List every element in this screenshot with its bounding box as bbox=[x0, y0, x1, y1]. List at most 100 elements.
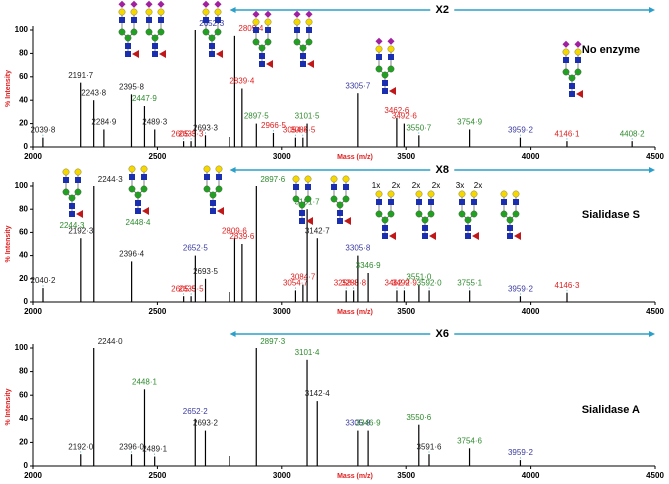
glycan-glcnac bbox=[471, 199, 477, 205]
glycan-icon bbox=[562, 40, 583, 98]
glycan-glcnac bbox=[388, 54, 394, 60]
glycan-hexose bbox=[387, 45, 395, 53]
peak-label: 2809·4 bbox=[238, 24, 263, 33]
glycan-hexose bbox=[342, 175, 350, 183]
glycan-glcnac bbox=[129, 174, 135, 180]
y-tick-label: 40 bbox=[19, 414, 28, 423]
glycan-hexose bbox=[252, 18, 260, 26]
glycan-glcnac bbox=[63, 177, 69, 183]
y-tick-label: 20 bbox=[19, 274, 28, 283]
glycan-sialic bbox=[157, 0, 165, 8]
glycan-icon bbox=[293, 10, 314, 68]
glycan-glcnac bbox=[152, 43, 158, 49]
glycan-glcnac bbox=[141, 174, 147, 180]
glycan-hexose bbox=[464, 216, 472, 224]
glycan-hexose bbox=[562, 68, 570, 76]
glycan-glcnac bbox=[210, 200, 216, 206]
glycan-hexose bbox=[381, 216, 389, 224]
glycan-sialic bbox=[264, 10, 272, 18]
glycan-glcnac bbox=[416, 199, 422, 205]
glycan-glcnac bbox=[216, 174, 222, 180]
y-tick-label: 80 bbox=[19, 367, 28, 376]
glycan-hexose bbox=[381, 71, 389, 79]
glycan-glcnac bbox=[300, 53, 306, 59]
glycan-note: 1x bbox=[372, 181, 380, 190]
peak-label: 3551·0 bbox=[406, 273, 431, 282]
glycan-fucose bbox=[306, 217, 313, 225]
peak-label: 2191·7 bbox=[68, 71, 93, 80]
y-tick-label: 0 bbox=[24, 461, 29, 470]
glycan-sialic bbox=[118, 0, 126, 8]
glycan-label: 2244·3 bbox=[60, 221, 85, 230]
glycan-glcnac bbox=[306, 27, 312, 33]
glycan-sialic bbox=[562, 40, 570, 48]
glycan-glcnac bbox=[209, 43, 215, 49]
glycan-hexose bbox=[202, 8, 210, 16]
glycan-fucose bbox=[514, 232, 521, 240]
glycan-fucose bbox=[132, 50, 139, 58]
x-tick-label: 4500 bbox=[646, 471, 664, 480]
glycan-icon bbox=[500, 190, 521, 240]
peak-label: 2839·4 bbox=[229, 77, 254, 86]
glycan-hexose bbox=[128, 165, 136, 173]
glycan-hexose bbox=[574, 68, 582, 76]
glycan-hexose bbox=[415, 210, 423, 218]
zoom-label: X6 bbox=[436, 328, 449, 340]
y-tick-label: 100 bbox=[15, 181, 29, 190]
glycan-hexose bbox=[500, 190, 508, 198]
glycan-glcnac bbox=[422, 225, 428, 231]
glycan-hexose bbox=[375, 65, 383, 73]
glycan-hexose bbox=[145, 8, 153, 16]
peak-label: 2897·5 bbox=[244, 112, 269, 121]
peak-label: 2635·5 bbox=[179, 284, 204, 293]
glycan-hexose bbox=[258, 44, 266, 52]
peak-label: 3084·7 bbox=[290, 273, 315, 282]
glycan-note: 2x bbox=[392, 181, 400, 190]
peak-label: 4146·1 bbox=[554, 129, 579, 138]
x-tick-label: 2500 bbox=[149, 152, 167, 161]
y-tick-label: 40 bbox=[19, 95, 28, 104]
peak-label: 2693·5 bbox=[193, 267, 218, 276]
glycan-glcnac bbox=[382, 233, 388, 239]
y-tick-label: 60 bbox=[19, 72, 28, 81]
x-axis-label: Mass (m/z) bbox=[337, 473, 373, 480]
glycan-glcnac bbox=[294, 27, 300, 33]
peak-label: 3462·9 bbox=[385, 279, 410, 288]
y-axis-label: % Intensity bbox=[5, 225, 12, 262]
glycan-hexose bbox=[130, 8, 138, 16]
glycan-glcnac bbox=[300, 61, 306, 67]
peak-label: 3258·8 bbox=[334, 279, 359, 288]
glycan-glcnac bbox=[299, 210, 305, 216]
glycan-glcnac bbox=[501, 199, 507, 205]
glycan-hexose bbox=[292, 175, 300, 183]
y-axis-label: % Intensity bbox=[5, 70, 12, 107]
glycan-icon bbox=[118, 0, 139, 58]
peak-label: 2244·3 bbox=[98, 175, 123, 184]
peak-label: 3084·5 bbox=[290, 126, 315, 135]
glycan-icon bbox=[330, 175, 351, 225]
glycan-hexose bbox=[330, 175, 338, 183]
peak-label: 2192·0 bbox=[68, 442, 93, 451]
peak-label: 3754·6 bbox=[457, 436, 482, 445]
panel-title: Sialidase A bbox=[582, 404, 640, 416]
glycan-hexose bbox=[427, 190, 435, 198]
glycan-hexose bbox=[387, 190, 395, 198]
glycan-fucose bbox=[389, 87, 396, 95]
glycan-glcnac bbox=[465, 225, 471, 231]
zoom-label-bg bbox=[430, 327, 455, 341]
peak-label: 2192·3 bbox=[68, 226, 93, 235]
glycan-fucose bbox=[429, 232, 436, 240]
glycan-hexose bbox=[330, 195, 338, 203]
glycan-hexose bbox=[145, 28, 153, 36]
x-tick-label: 2500 bbox=[149, 307, 167, 316]
peak-label: 2605·5 bbox=[171, 284, 196, 293]
glycan-glcnac bbox=[459, 199, 465, 205]
y-tick-label: 0 bbox=[24, 297, 29, 306]
glycan-hexose bbox=[458, 210, 466, 218]
peak-label: 2693·3 bbox=[193, 123, 218, 132]
glycan-glcnac bbox=[152, 51, 158, 57]
glycan-glcnac bbox=[299, 218, 305, 224]
peak-label: 2396·4 bbox=[119, 250, 144, 259]
peak-label: 3142·7 bbox=[305, 226, 330, 235]
glycan-glcnac bbox=[382, 80, 388, 86]
